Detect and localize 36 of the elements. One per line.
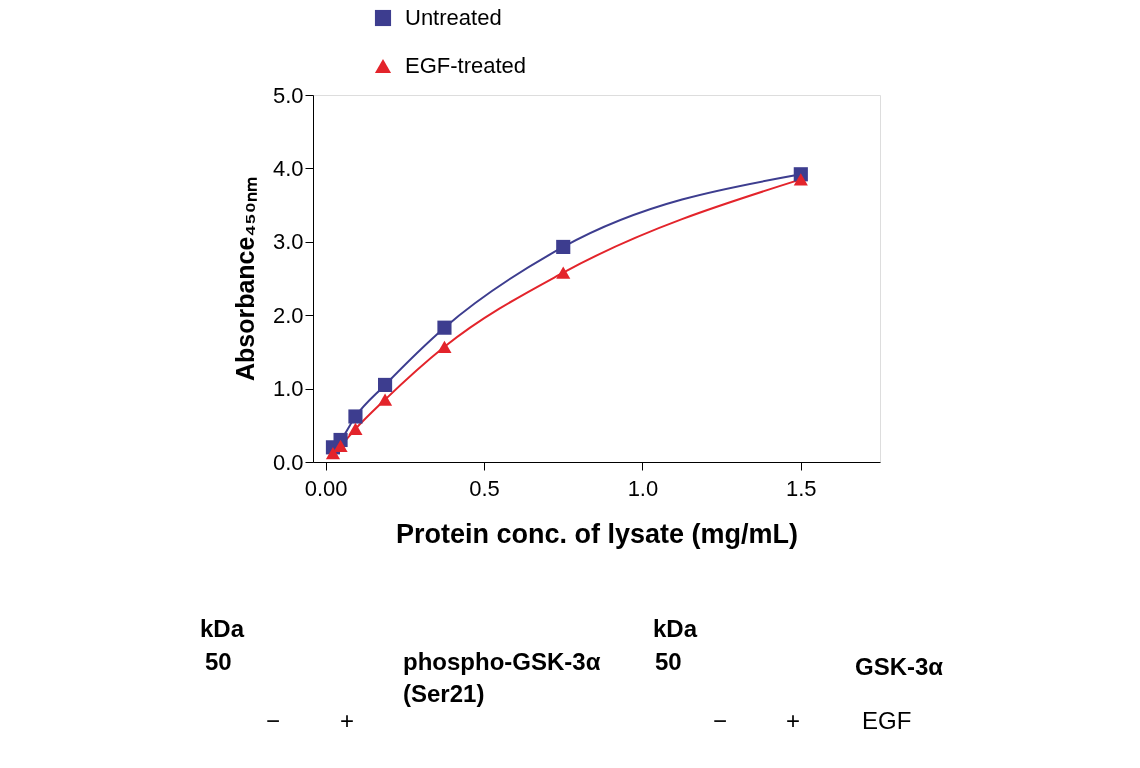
y-tick-label: 5.0 xyxy=(272,82,304,108)
x-axis-title: Protein conc. of lysate (mg/mL) xyxy=(395,518,799,549)
text: GSK-3α xyxy=(855,653,944,680)
text: 50 xyxy=(655,648,682,675)
y-tick-label: 4.0 xyxy=(272,155,304,181)
point xyxy=(556,266,571,279)
text: − xyxy=(265,707,281,734)
x-tick-label: 0.5 xyxy=(469,475,500,501)
text: EGF xyxy=(862,707,912,734)
point xyxy=(377,377,393,392)
x-tick-label: 0.00 xyxy=(304,475,348,501)
text: + xyxy=(339,707,355,734)
y-axis-title: Absorbance₄₅₀ₙₘ xyxy=(230,176,259,382)
text: − xyxy=(712,707,728,734)
point xyxy=(377,393,393,406)
point xyxy=(437,320,452,335)
point xyxy=(437,340,452,353)
legend-label: Untreated xyxy=(405,5,502,30)
y-tick-label: 2.0 xyxy=(272,302,304,328)
point xyxy=(348,422,363,436)
y-tick-label: 1.0 xyxy=(272,376,304,402)
legend-label: EGF-treated xyxy=(405,53,527,78)
text: kDa xyxy=(653,615,698,642)
point xyxy=(333,439,348,452)
x-tick-label: 1.5 xyxy=(786,475,817,501)
point xyxy=(348,409,363,424)
y-tick-label: 0.0 xyxy=(272,449,304,475)
text: 50 xyxy=(205,648,232,675)
point xyxy=(793,173,808,186)
point xyxy=(556,239,571,255)
text: kDa xyxy=(200,615,245,642)
x-tick-label: 1.0 xyxy=(627,475,659,501)
text: phospho-GSK-3α (Ser21) xyxy=(403,648,601,707)
y-tick-label: 3.0 xyxy=(272,229,304,255)
text: + xyxy=(785,707,801,734)
point xyxy=(325,447,341,460)
